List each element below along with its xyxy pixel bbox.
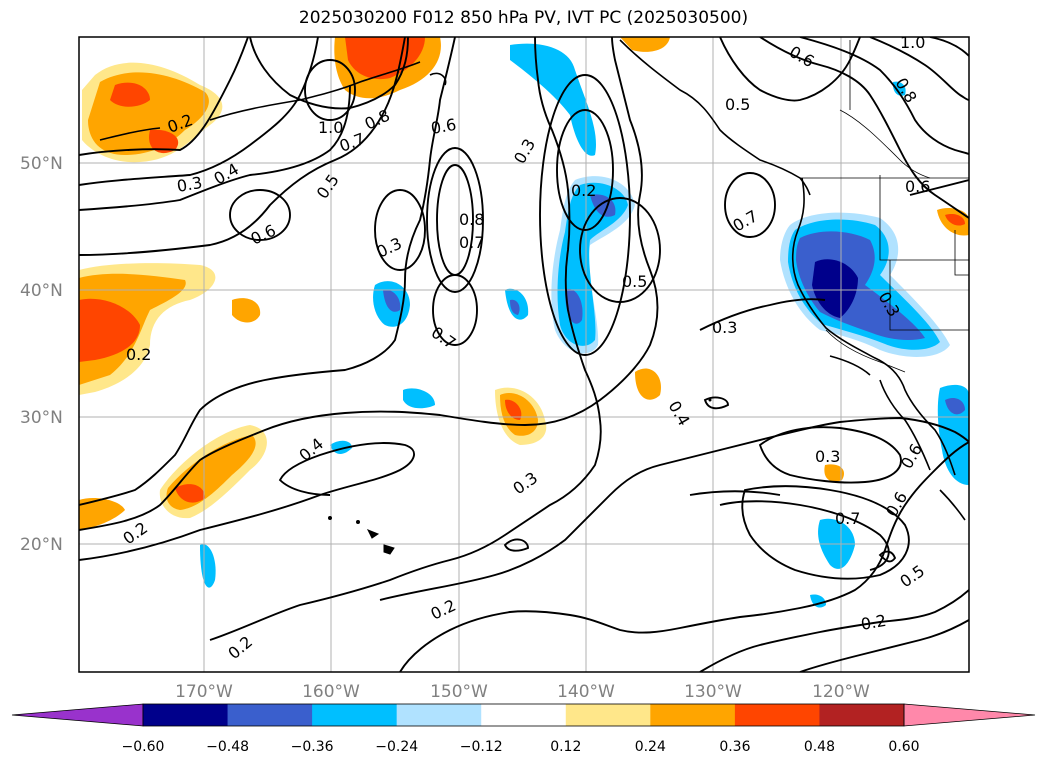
- colorbar-segment: [819, 704, 905, 726]
- coastlines: [99, 39, 966, 521]
- colorbar-tick-label: −0.36: [291, 739, 334, 755]
- colorbar-segments: [143, 704, 905, 726]
- lat-label: 30°N: [20, 408, 63, 428]
- map-title: 2025030200 F012 850 hPa PV, IVT PC (2025…: [298, 8, 749, 28]
- contour-label: 0.6: [905, 177, 930, 196]
- colorbar-ticks: −0.60 −0.48 −0.36 −0.24 −0.12 0.12 0.24 …: [122, 739, 920, 755]
- contour-label: 0.7: [459, 233, 484, 252]
- colorbar-tick-label: −0.60: [122, 739, 165, 755]
- colorbar-tick-label: 0.12: [550, 739, 581, 755]
- latitude-labels: 50°N 40°N 30°N 20°N: [20, 154, 63, 555]
- lat-label: 20°N: [20, 535, 63, 555]
- colorbar-tick-label: 0.36: [719, 739, 750, 755]
- lat-label: 40°N: [20, 281, 63, 301]
- map-frame: [78, 36, 970, 673]
- contour-label: 0.2: [859, 611, 887, 634]
- colorbar-segment: [650, 704, 736, 726]
- colorbar-tick-label: −0.12: [460, 739, 503, 755]
- colorbar-segment: [143, 704, 229, 726]
- lon-label: 160°W: [302, 682, 360, 702]
- colorbar-extend-max: [903, 703, 1036, 727]
- colorbar-segment: [396, 704, 482, 726]
- lat-label: 50°N: [20, 154, 63, 174]
- contour-label: 0.2: [126, 345, 151, 364]
- contour-lines: [79, 37, 969, 672]
- contour-label: 0.3: [175, 173, 203, 196]
- contour-label: 0.6: [429, 115, 457, 138]
- colorbar: −0.60 −0.48 −0.36 −0.24 −0.12 0.12 0.24 …: [11, 703, 1036, 755]
- colorbar-tick-label: 0.60: [888, 739, 919, 755]
- contour-label: 0.5: [725, 95, 750, 114]
- colorbar-segment: [227, 704, 313, 726]
- colorbar-tick-label: 0.48: [804, 739, 835, 755]
- colorbar-tick-label: −0.24: [375, 739, 418, 755]
- colorbar-tick-label: −0.48: [206, 739, 249, 755]
- shading-layer: [79, 37, 969, 608]
- colorbar-segment: [565, 704, 651, 726]
- political-borders: [800, 40, 969, 373]
- contour-label: 1.0: [318, 118, 343, 137]
- lon-label: 120°W: [812, 682, 870, 702]
- lon-label: 170°W: [175, 682, 233, 702]
- colorbar-segment: [481, 704, 567, 726]
- colorbar-segment: [734, 704, 820, 726]
- lon-label: 150°W: [430, 682, 488, 702]
- contour-label: 0.3: [712, 318, 737, 337]
- contour-label: 0.8: [459, 210, 484, 229]
- colorbar-segment: [312, 704, 398, 726]
- lon-label: 140°W: [557, 682, 615, 702]
- colorbar-tick-label: 0.24: [635, 739, 666, 755]
- contour-label: 0.3: [815, 447, 840, 466]
- map-panel: 0.2 1.0 0.8 0.6 0.7 0.3 0.4 0.5 0.6 0.3 …: [79, 33, 969, 672]
- contour-label: 1.0: [900, 33, 925, 52]
- longitude-labels: 170°W 160°W 150°W 140°W 130°W 120°W: [175, 682, 870, 702]
- islands: [328, 398, 712, 555]
- contour-label: 0.5: [622, 272, 647, 291]
- contour-label: 0.7: [835, 509, 860, 528]
- lon-label: 130°W: [684, 682, 742, 702]
- colorbar-extend-min: [11, 703, 144, 727]
- contour-label: 0.2: [571, 181, 596, 200]
